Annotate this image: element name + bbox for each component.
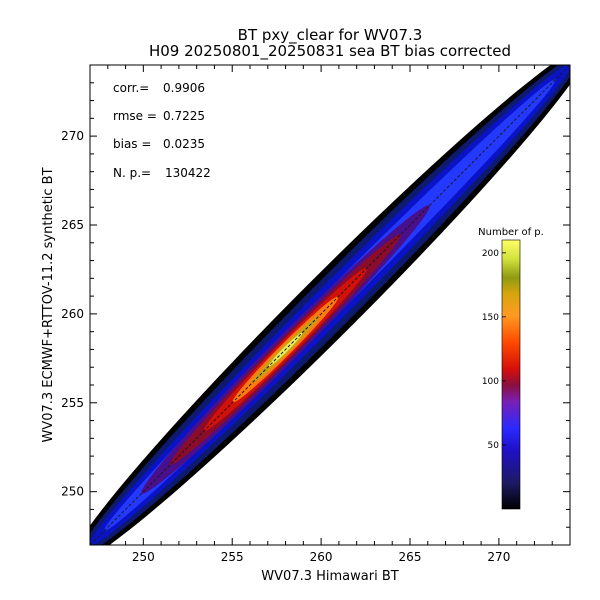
- y-tick-label: 255: [61, 396, 84, 410]
- stat-bias-label: bias =: [113, 137, 151, 151]
- colorbar: Number of p. 50 100 150 200: [478, 227, 544, 510]
- stat-corr-value: 0.9906: [163, 81, 205, 95]
- chart-title: BT pxy_clear for WV07.3: [238, 26, 423, 45]
- x-tick-label: 255: [221, 550, 244, 564]
- colorbar-tick-label: 50: [488, 441, 500, 451]
- colorbar-title: Number of p.: [478, 227, 544, 238]
- colorbar-tick-label: 150: [482, 313, 499, 323]
- y-tick-label: 270: [61, 129, 84, 143]
- chart-subtitle: H09 20250801_20250831 sea BT bias correc…: [149, 42, 511, 61]
- stat-np-value: 130422: [165, 166, 211, 180]
- plot-frame: [89, 64, 571, 546]
- colorbar-tick-label: 200: [482, 249, 499, 259]
- stat-rmse-value: 0.7225: [163, 109, 205, 123]
- y-tick-label: 250: [61, 485, 84, 499]
- stat-rmse-label: rmse =: [113, 109, 157, 123]
- colorbar-tick-label: 100: [482, 377, 499, 387]
- stat-corr-label: corr.=: [113, 81, 149, 95]
- x-tick-label: 250: [132, 550, 155, 564]
- x-tick-label: 265: [399, 550, 422, 564]
- axis-ticks: 250 255 260 265 270 250 255 260 265 270: [61, 64, 571, 564]
- x-tick-label: 260: [310, 550, 333, 564]
- stat-bias-value: 0.0235: [163, 137, 205, 151]
- stats-box: corr.= 0.9906 rmse = 0.7225 bias = 0.023…: [113, 81, 211, 180]
- y-tick-label: 265: [61, 218, 84, 232]
- x-axis-label: WV07.3 Himawari BT: [261, 569, 398, 584]
- y-tick-label: 260: [61, 307, 84, 321]
- colorbar-gradient: [501, 239, 521, 510]
- stat-np-label: N. p.=: [113, 166, 151, 180]
- colorbar-ticks: 50 100 150 200: [482, 249, 506, 451]
- x-tick-label: 270: [487, 550, 510, 564]
- y-axis-label: WV07.3 ECMWF+RTTOV-11.2 synthetic BT: [41, 167, 56, 442]
- one-to-one-line: [90, 65, 570, 545]
